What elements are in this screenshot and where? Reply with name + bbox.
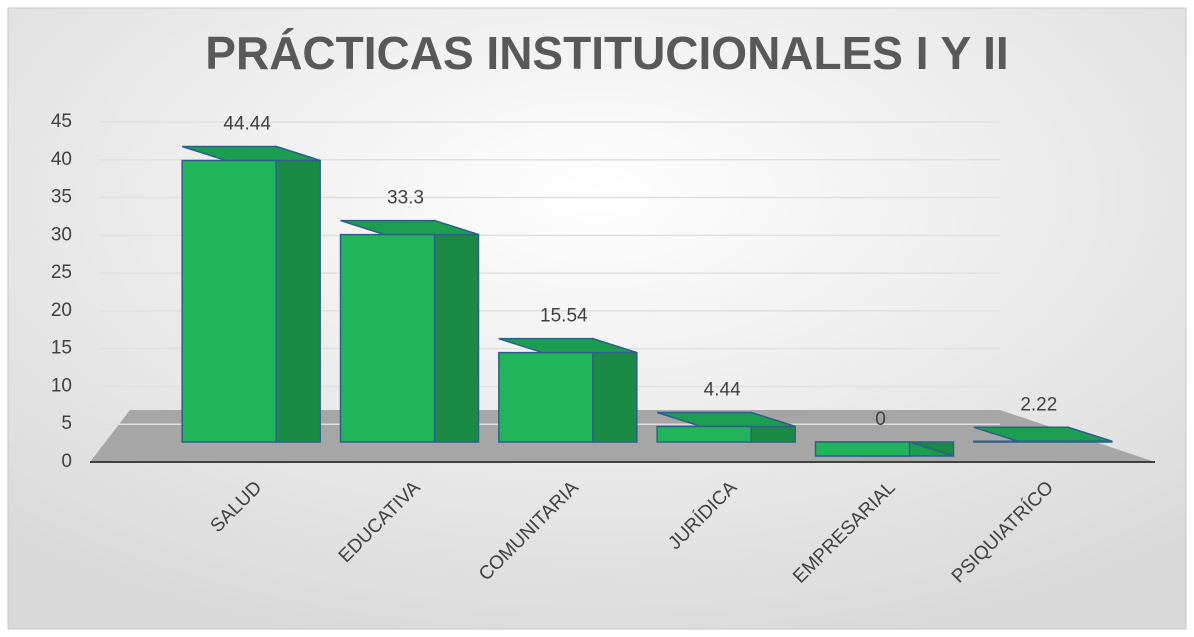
data-label: 4.44 — [704, 379, 741, 400]
y-tick-label: 40 — [51, 149, 72, 170]
bar — [814, 441, 955, 458]
y-tick-label: 30 — [51, 224, 72, 245]
bar-top — [973, 426, 1113, 442]
y-tick-label: 15 — [51, 338, 72, 359]
bar — [181, 145, 321, 443]
y-tick-label: 0 — [61, 451, 72, 472]
bar — [656, 411, 796, 443]
data-label: 2.22 — [1020, 394, 1057, 415]
bar-front — [814, 441, 911, 457]
bar-front — [498, 351, 594, 443]
chart-title: PRÁCTICAS INSTITUCIONALES I Y II — [205, 27, 1008, 79]
y-tick-label: 25 — [51, 262, 72, 283]
bar-side — [275, 145, 321, 443]
y-tick-label: 20 — [51, 300, 72, 321]
y-tick-label: 35 — [51, 187, 72, 208]
bar-top — [340, 219, 479, 236]
data-label: 15.54 — [540, 306, 588, 327]
data-label: 33.3 — [387, 188, 424, 209]
bar-front — [339, 233, 436, 443]
y-tick-label: 5 — [61, 413, 72, 434]
bar-top — [181, 145, 321, 162]
bar-side — [433, 219, 480, 443]
data-label: 0 — [875, 409, 886, 430]
bar-front — [656, 425, 752, 443]
bar — [498, 337, 638, 443]
bar-front — [181, 159, 277, 443]
bar-top — [498, 337, 638, 354]
y-tick-label: 45 — [51, 111, 72, 132]
bar-front — [973, 440, 1069, 443]
bar — [339, 219, 480, 443]
bar-side — [592, 337, 638, 443]
data-label: 44.44 — [223, 114, 271, 135]
bar-top — [656, 411, 796, 428]
y-tick-label: 10 — [51, 375, 72, 396]
bar — [973, 426, 1113, 443]
